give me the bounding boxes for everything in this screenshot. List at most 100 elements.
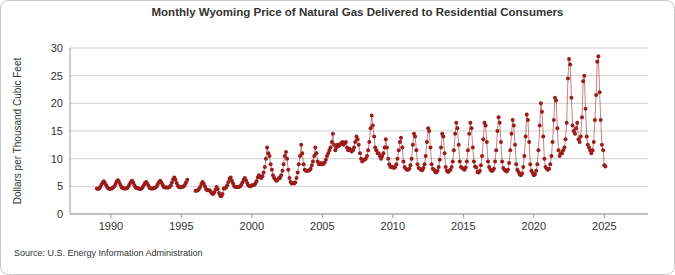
data-point xyxy=(524,135,528,139)
data-point xyxy=(573,132,577,136)
y-axis-label: Dollars per Thousand Cubic Feet xyxy=(12,58,23,205)
data-point xyxy=(427,129,431,133)
data-point xyxy=(365,154,369,158)
data-point xyxy=(453,132,457,136)
data-point xyxy=(500,159,504,163)
data-point xyxy=(484,123,488,127)
y-tick-label: 30 xyxy=(51,42,63,54)
y-tick-label: 10 xyxy=(51,153,63,165)
data-point xyxy=(296,171,300,175)
data-point xyxy=(408,163,412,167)
data-point xyxy=(358,151,362,155)
data-point xyxy=(299,143,303,147)
chart: Monthly Wyoming Price of Natural Gas Del… xyxy=(0,0,675,275)
data-point xyxy=(443,151,447,155)
x-tick xyxy=(463,214,464,218)
data-point xyxy=(352,146,356,150)
data-point xyxy=(528,162,532,166)
data-point xyxy=(372,135,376,139)
data-point xyxy=(366,148,370,152)
data-point xyxy=(571,123,575,127)
data-point xyxy=(282,162,286,166)
data-point xyxy=(565,121,569,125)
y-tick-label: 0 xyxy=(57,208,63,220)
data-point xyxy=(410,157,414,161)
data-point xyxy=(370,114,374,118)
data-point xyxy=(538,123,542,127)
data-point xyxy=(394,162,398,166)
grid-line xyxy=(70,131,648,132)
data-point xyxy=(526,118,530,122)
data-point xyxy=(549,154,553,158)
data-point xyxy=(262,171,266,175)
data-point xyxy=(441,135,445,139)
data-point xyxy=(267,154,271,158)
data-point xyxy=(444,165,448,169)
data-point xyxy=(269,162,273,166)
data-point xyxy=(600,143,604,147)
data-point xyxy=(521,165,525,169)
plot-area xyxy=(95,54,608,198)
data-point xyxy=(485,140,489,144)
data-point xyxy=(494,148,498,152)
x-tick-label: 2000 xyxy=(240,220,264,232)
data-point xyxy=(265,146,269,150)
data-point xyxy=(511,118,515,122)
data-point xyxy=(295,176,299,180)
data-point xyxy=(472,159,476,163)
data-point xyxy=(381,151,385,155)
y-axis xyxy=(70,48,71,214)
data-point xyxy=(539,101,543,105)
data-point xyxy=(536,148,540,152)
data-point xyxy=(495,129,499,133)
data-point xyxy=(260,174,264,178)
data-point xyxy=(585,135,589,139)
data-point xyxy=(324,158,328,162)
data-point xyxy=(547,167,551,171)
data-point xyxy=(492,167,496,171)
data-point xyxy=(575,121,579,125)
data-point xyxy=(286,168,290,172)
data-point xyxy=(310,163,314,167)
x-tick xyxy=(251,214,252,218)
data-point xyxy=(367,140,371,144)
data-point xyxy=(603,164,607,168)
x-tick-label: 2015 xyxy=(451,220,475,232)
data-point xyxy=(439,146,443,150)
data-point xyxy=(424,154,428,158)
data-point xyxy=(542,157,546,161)
data-point xyxy=(478,169,482,173)
data-point xyxy=(535,162,539,166)
data-point xyxy=(582,74,586,78)
data-point xyxy=(554,99,558,103)
x-tick-label: 2025 xyxy=(592,220,616,232)
data-point xyxy=(594,93,598,97)
x-tick xyxy=(322,214,323,218)
data-point xyxy=(436,169,440,173)
data-point xyxy=(400,146,404,150)
data-point xyxy=(551,140,555,144)
data-point xyxy=(284,150,288,154)
x-tick xyxy=(604,214,605,218)
data-point xyxy=(395,157,399,161)
data-point xyxy=(302,162,306,166)
data-point xyxy=(525,112,529,116)
data-point xyxy=(371,123,375,127)
data-point xyxy=(385,146,389,150)
data-point xyxy=(279,173,283,177)
data-point xyxy=(512,123,516,127)
data-point xyxy=(467,132,471,136)
data-point xyxy=(414,148,418,152)
data-point xyxy=(468,121,472,125)
title: Monthly Wyoming Price of Natural Gas Del… xyxy=(152,6,564,18)
data-point xyxy=(357,143,361,147)
data-point xyxy=(513,143,517,147)
data-point xyxy=(329,146,333,150)
data-point xyxy=(437,165,441,169)
data-point xyxy=(450,165,454,169)
data-point xyxy=(534,169,538,173)
data-point xyxy=(430,162,434,166)
data-point xyxy=(479,163,483,167)
data-point xyxy=(486,159,490,163)
data-point xyxy=(288,176,292,180)
